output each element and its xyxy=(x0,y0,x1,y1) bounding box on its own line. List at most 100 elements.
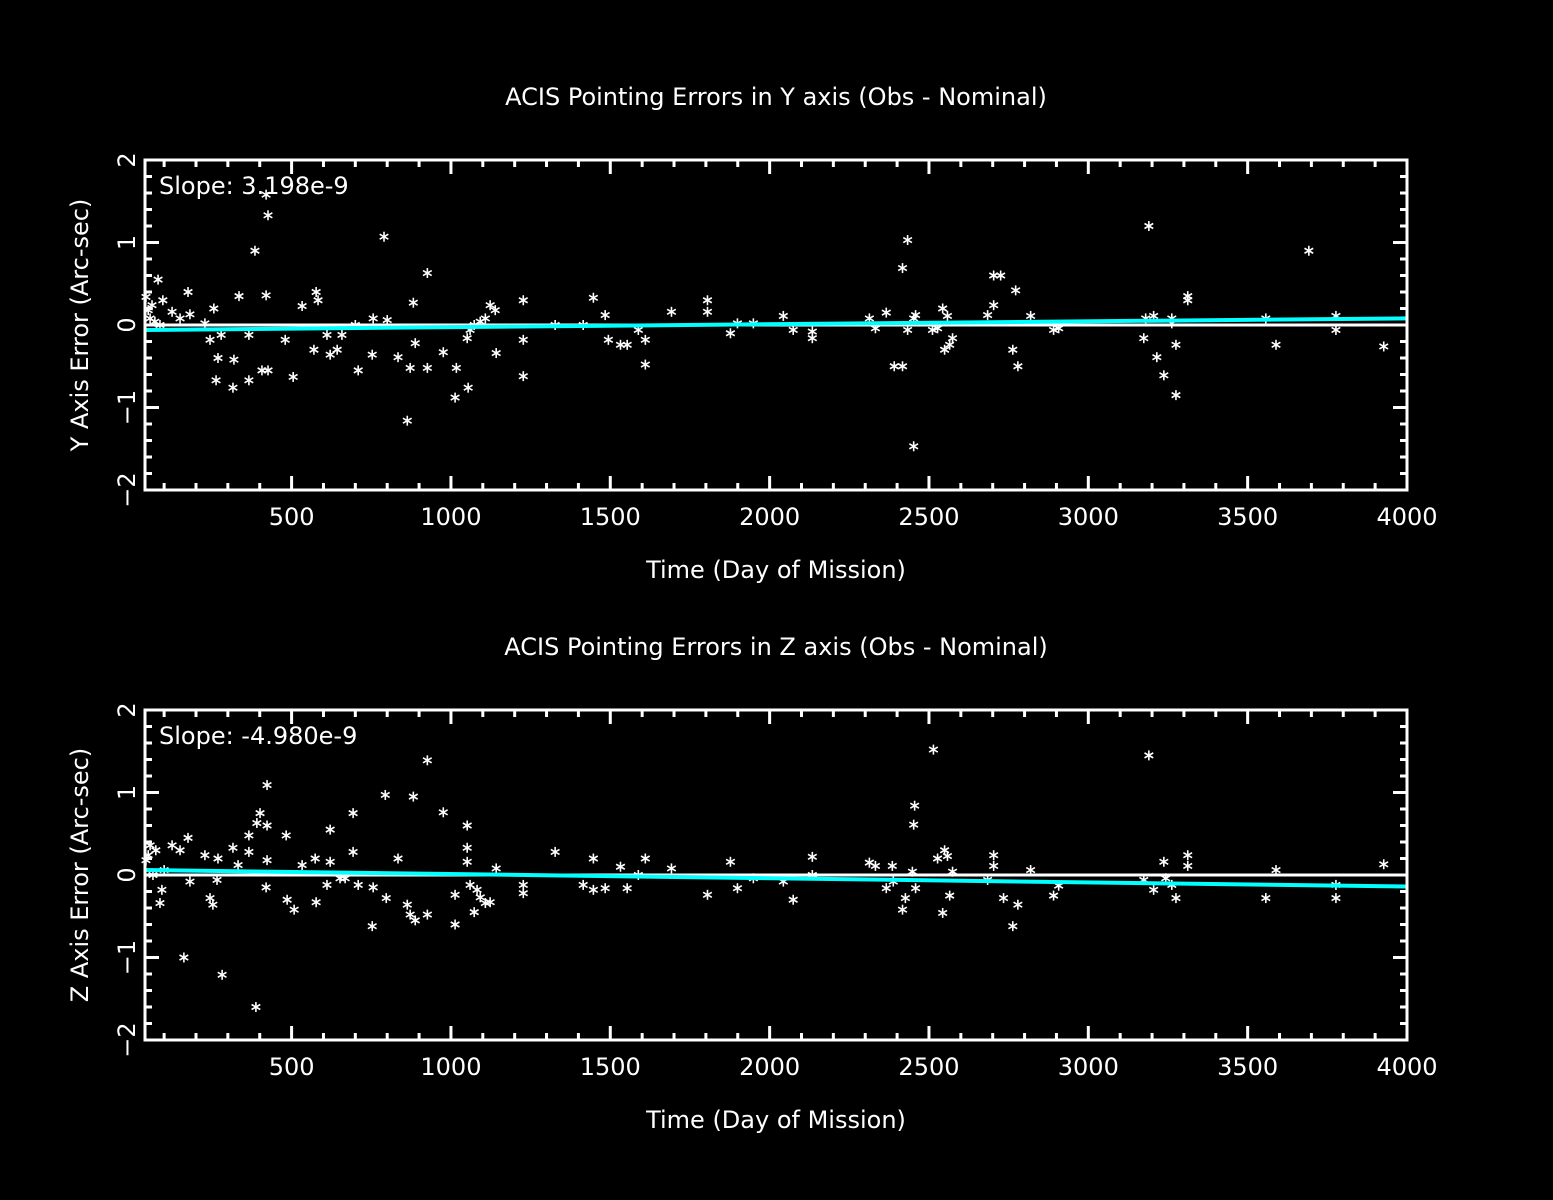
asterisk-stroke xyxy=(897,264,908,272)
data-point xyxy=(927,324,938,335)
data-point xyxy=(480,313,491,324)
data-point xyxy=(158,295,168,306)
data-point xyxy=(788,324,798,335)
asterisk-stroke xyxy=(518,889,529,897)
asterisk-stroke xyxy=(702,308,713,315)
data-point xyxy=(887,860,898,871)
data-point xyxy=(788,894,798,905)
data-point xyxy=(588,853,599,864)
plot-frame xyxy=(143,158,1409,492)
asterisk-stroke xyxy=(175,847,185,854)
data-point xyxy=(465,879,475,890)
asterisk-stroke xyxy=(864,315,875,322)
data-point xyxy=(450,919,460,930)
asterisk-stroke xyxy=(255,809,265,817)
x-tick-label: 2000 xyxy=(739,1053,800,1081)
data-point xyxy=(422,909,433,920)
asterisk-stroke xyxy=(208,901,218,908)
asterisk-stroke xyxy=(518,297,529,304)
data-point xyxy=(881,307,892,318)
asterisk-stroke xyxy=(1331,326,1341,334)
data-point xyxy=(251,1002,261,1012)
asterisk-stroke xyxy=(600,885,610,892)
data-point xyxy=(615,339,626,350)
asterisk-stroke xyxy=(282,896,292,903)
data-point xyxy=(900,893,911,904)
asterisk-stroke xyxy=(1171,341,1181,348)
y-tick-label: −2 xyxy=(113,472,141,507)
asterisk-stroke xyxy=(939,847,950,854)
asterisk-stroke xyxy=(1148,886,1159,894)
asterisk-stroke xyxy=(472,886,482,894)
data-point xyxy=(217,969,227,980)
asterisk-stroke xyxy=(1271,341,1281,348)
data-point xyxy=(250,245,260,256)
asterisk-stroke xyxy=(603,336,614,344)
asterisk-stroke xyxy=(1171,894,1181,902)
data-point xyxy=(408,791,419,802)
data-point xyxy=(228,382,238,393)
data-point xyxy=(325,824,335,835)
data-point xyxy=(485,897,495,908)
asterisk-stroke xyxy=(907,868,918,875)
chart-panel-y: ACIS Pointing Errors in Y axis (Obs - No… xyxy=(66,83,1438,584)
data-point xyxy=(897,904,908,915)
data-point xyxy=(666,306,677,317)
data-point xyxy=(325,349,335,360)
data-point xyxy=(1171,893,1181,904)
data-point xyxy=(907,866,918,877)
data-point xyxy=(603,334,614,345)
data-point xyxy=(1331,893,1341,904)
y-tick-label: 2 xyxy=(113,152,141,167)
data-point xyxy=(518,371,529,382)
data-point xyxy=(244,846,254,857)
data-point xyxy=(322,879,332,890)
data-point xyxy=(702,889,713,900)
asterisk-stroke xyxy=(332,346,342,353)
data-point xyxy=(145,840,155,851)
data-point xyxy=(340,873,350,884)
data-point xyxy=(367,921,377,932)
data-point xyxy=(1378,341,1389,352)
asterisk-stroke xyxy=(1053,325,1064,332)
data-point xyxy=(937,907,948,918)
asterisk-stroke xyxy=(250,247,260,254)
asterisk-stroke xyxy=(870,862,881,870)
asterisk-stroke xyxy=(462,822,472,829)
asterisk-stroke xyxy=(937,909,948,917)
asterisk-stroke xyxy=(410,917,420,924)
data-point xyxy=(262,855,272,866)
chart-title: ACIS Pointing Errors in Y axis (Obs - No… xyxy=(505,83,1047,111)
data-point xyxy=(578,879,588,890)
data-point xyxy=(255,808,265,819)
slope-annotation: Slope: 3.198e-9 xyxy=(159,172,349,200)
data-point xyxy=(200,850,210,861)
x-tick-label: 3500 xyxy=(1217,1053,1278,1081)
asterisk-stroke xyxy=(807,335,818,342)
data-point xyxy=(261,189,271,200)
asterisk-stroke xyxy=(1261,894,1271,902)
x-tick-label: 1000 xyxy=(420,1053,481,1081)
data-point xyxy=(185,876,195,887)
asterisk-stroke xyxy=(1008,922,1018,930)
asterisk-stroke xyxy=(788,896,798,903)
asterisk-stroke xyxy=(450,921,460,928)
data-point xyxy=(332,344,342,355)
asterisk-stroke xyxy=(908,315,919,322)
asterisk-stroke xyxy=(167,308,177,315)
asterisk-stroke xyxy=(450,394,460,401)
x-tick-label: 1500 xyxy=(580,1053,641,1081)
data-point xyxy=(947,333,958,344)
asterisk-stroke xyxy=(185,311,195,318)
asterisk-stroke xyxy=(228,844,238,851)
data-point xyxy=(1331,324,1341,335)
asterisk-stroke xyxy=(337,331,347,339)
asterisk-stroke xyxy=(422,757,433,764)
asterisk-stroke xyxy=(640,336,651,344)
asterisk-stroke xyxy=(379,233,389,240)
data-point xyxy=(410,338,420,349)
asterisk-stroke xyxy=(550,848,560,856)
data-point xyxy=(588,292,599,303)
data-point xyxy=(1182,860,1193,871)
